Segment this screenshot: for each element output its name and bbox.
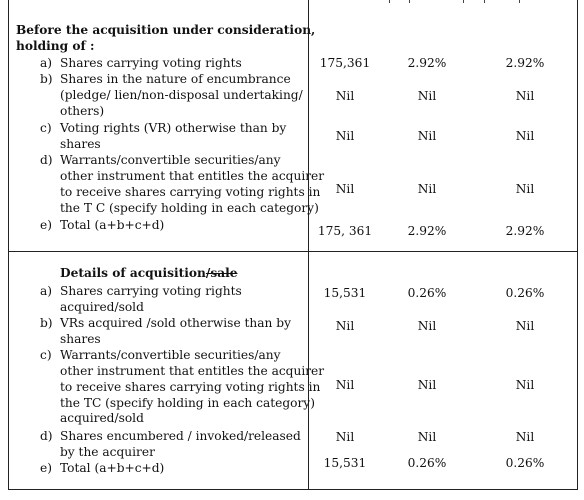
shares-value: Nil	[335, 182, 355, 196]
column-mark	[484, 0, 485, 3]
item-label: Warrants/convertible securities/any	[60, 153, 281, 167]
section2-heading: Details of acquisition/sale	[60, 265, 238, 281]
item-label: to receive shares carrying voting rights…	[60, 185, 321, 199]
section2-heading-text: Details of acquisition	[60, 266, 206, 280]
item-label: shares	[60, 137, 101, 151]
item-label: acquired/sold	[60, 300, 144, 314]
item-label: Total (a+b+c+d)	[60, 461, 165, 475]
percent-total-value: 2.92%	[407, 56, 447, 70]
column-divider-1	[308, 0, 309, 490]
percent-total-value: 0.26%	[407, 456, 447, 470]
shares-value: 15,531	[323, 286, 367, 300]
shares-value: Nil	[335, 430, 355, 444]
item-letter: e)	[40, 218, 52, 232]
item-letter: a)	[40, 284, 53, 298]
item-letter: b)	[40, 72, 53, 86]
percent-diluted-value: Nil	[515, 378, 535, 392]
percent-diluted-value: 2.92%	[505, 56, 545, 70]
percent-diluted-value: Nil	[515, 129, 535, 143]
item-label: Shares carrying voting rights	[60, 284, 242, 298]
item-label: Shares carrying voting rights	[60, 56, 242, 70]
shares-value: 15,531	[323, 456, 367, 470]
table-border-right	[577, 0, 578, 490]
percent-diluted-value: Nil	[515, 182, 535, 196]
item-label: other instrument that entitles the acqui…	[60, 364, 325, 378]
item-label: acquired/sold	[60, 411, 144, 425]
section-divider	[8, 251, 578, 252]
shares-value: Nil	[335, 319, 355, 333]
table-border-left	[8, 0, 9, 490]
percent-diluted-value: 0.26%	[505, 456, 545, 470]
item-label: Warrants/convertible securities/any	[60, 348, 281, 362]
column-mark	[389, 0, 390, 3]
section2-heading-struck: /sale	[205, 266, 238, 280]
shares-value: Nil	[335, 129, 355, 143]
item-label: shares	[60, 332, 101, 346]
disclosure-table: Before the acquisition under considerati…	[8, 0, 578, 490]
item-label: Voting rights (VR) otherwise than by	[60, 121, 287, 135]
item-label: other instrument that entitles the acqui…	[60, 169, 325, 183]
item-label: the T C (specify holding in each categor…	[60, 201, 319, 215]
percent-diluted-value: 0.26%	[505, 286, 545, 300]
item-label: VRs acquired /sold otherwise than by	[60, 316, 291, 330]
item-label: Shares in the nature of encumbrance	[60, 72, 291, 86]
item-letter: a)	[40, 56, 53, 70]
percent-total-value: Nil	[417, 378, 437, 392]
percent-total-value: 2.92%	[407, 224, 447, 238]
percent-total-value: Nil	[417, 129, 437, 143]
shares-value: Nil	[335, 378, 355, 392]
percent-diluted-value: 2.92%	[505, 224, 545, 238]
item-label: by the acquirer	[60, 445, 155, 459]
column-mark	[409, 0, 410, 3]
item-label: others)	[60, 104, 105, 118]
section1-heading-line2: holding of :	[16, 39, 95, 53]
shares-value: 175,361	[319, 56, 371, 70]
percent-total-value: Nil	[417, 430, 437, 444]
item-label: Total (a+b+c+d)	[60, 218, 165, 232]
percent-total-value: 0.26%	[407, 286, 447, 300]
shares-value: Nil	[335, 89, 355, 103]
item-letter: d)	[40, 429, 53, 443]
percent-total-value: Nil	[417, 89, 437, 103]
item-label: (pledge/ lien/non-disposal undertaking/	[60, 88, 303, 102]
item-letter: c)	[40, 348, 52, 362]
column-mark	[519, 0, 520, 3]
item-letter: d)	[40, 153, 53, 167]
item-letter: c)	[40, 121, 52, 135]
percent-total-value: Nil	[417, 319, 437, 333]
percent-diluted-value: Nil	[515, 319, 535, 333]
percent-diluted-value: Nil	[515, 430, 535, 444]
item-label: the TC (specify holding in each category…	[60, 396, 315, 410]
table-border-bottom	[8, 489, 578, 490]
item-letter: e)	[40, 461, 52, 475]
item-letter: b)	[40, 316, 53, 330]
section1-heading-line1: Before the acquisition under considerati…	[16, 23, 316, 37]
percent-diluted-value: Nil	[515, 89, 535, 103]
item-label: Shares encumbered / invoked/released	[60, 429, 301, 443]
item-label: to receive shares carrying voting rights…	[60, 380, 321, 394]
percent-total-value: Nil	[417, 182, 437, 196]
shares-value: 175, 361	[317, 224, 373, 238]
column-mark	[463, 0, 464, 3]
